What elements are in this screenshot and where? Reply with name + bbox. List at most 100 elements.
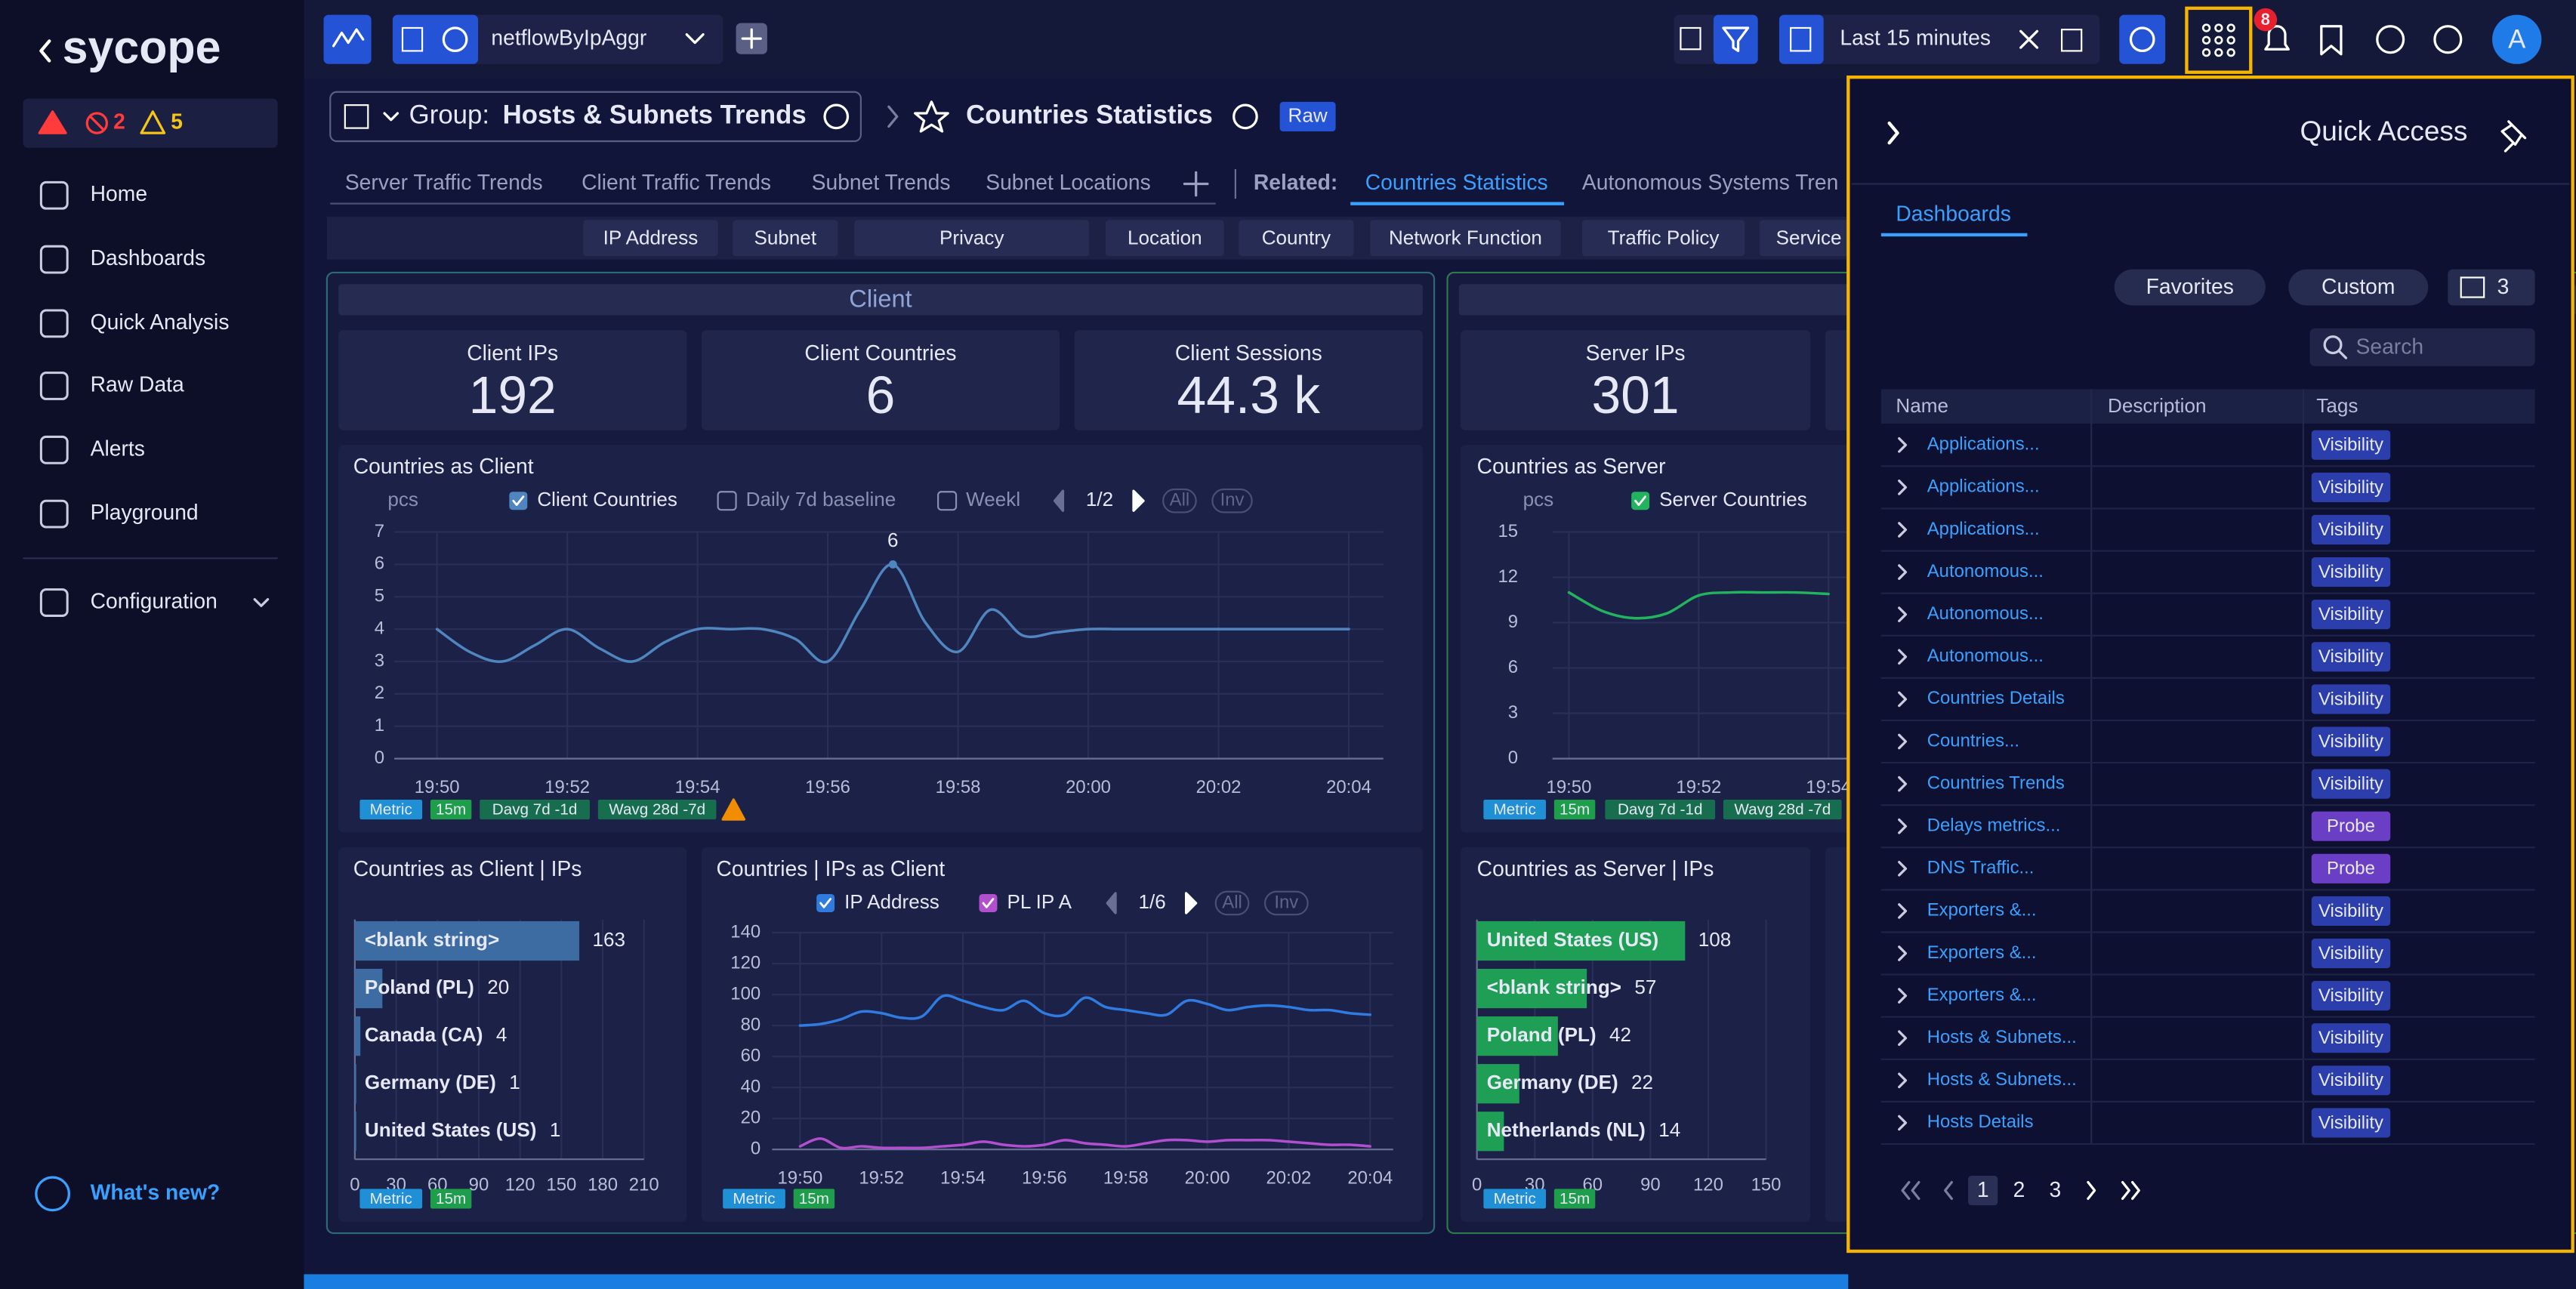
dashboard-link[interactable]: Autonomous...	[1927, 603, 2044, 624]
filter-button[interactable]	[2288, 269, 2429, 306]
dashboard-link[interactable]: Countries Trends	[1927, 772, 2065, 793]
avatar[interactable]	[2492, 14, 2542, 64]
dashboard-link[interactable]: Hosts Details	[1927, 1112, 2034, 1132]
last-page[interactable]	[2121, 1181, 2140, 1201]
clear-icon[interactable]	[2019, 29, 2039, 49]
panel-tab[interactable]: Dashboards	[1896, 201, 2010, 225]
filter-chip[interactable]	[1759, 220, 1859, 257]
control-pill[interactable]	[1214, 890, 1250, 916]
dashboard-link[interactable]: Exporters &...	[1927, 942, 2037, 963]
expand-icon[interactable]	[1898, 860, 1908, 877]
expand-icon[interactable]	[1898, 649, 1908, 665]
dashboard-link[interactable]: Delays metrics...	[1927, 816, 2061, 836]
legend-checkbox[interactable]	[979, 894, 998, 912]
nav-item[interactable]: Home	[91, 181, 147, 205]
refresh-button[interactable]	[2119, 14, 2166, 64]
pager-prev[interactable]	[1106, 892, 1117, 914]
legend-label[interactable]: Weekl	[966, 488, 1020, 510]
legend-label[interactable]: Daily 7d baseline	[746, 488, 896, 510]
close-panel[interactable]	[1887, 121, 1899, 145]
pin-icon[interactable]	[2500, 120, 2527, 153]
page-number[interactable]: 1	[1977, 1177, 1989, 1201]
dashboard-link[interactable]: Countries Details	[1927, 688, 2065, 708]
legend-label[interactable]: Server Countries	[1659, 488, 1807, 510]
filter-chip[interactable]	[1239, 220, 1354, 257]
dashboard-link[interactable]: Autonomous...	[1927, 646, 2044, 666]
filter-chip[interactable]	[854, 220, 1090, 257]
pager-prev[interactable]	[1053, 489, 1065, 512]
source-chevron[interactable]	[685, 33, 705, 45]
search-box[interactable]	[2309, 328, 2535, 366]
filter-chip[interactable]	[1581, 220, 1745, 257]
legend-checkbox[interactable]	[717, 491, 737, 511]
filter-chip[interactable]	[583, 220, 718, 257]
expand-icon[interactable]	[1898, 1030, 1908, 1047]
expand-icon[interactable]	[1898, 564, 1908, 580]
time-icon-button[interactable]	[1779, 14, 1824, 64]
dashboard-link[interactable]: Countries...	[1927, 730, 2019, 751]
tab[interactable]: Client Traffic Trends	[582, 170, 771, 194]
collapse-icon[interactable]	[39, 39, 51, 63]
pager-next[interactable]	[1132, 489, 1145, 512]
control-pill[interactable]	[1162, 488, 1197, 513]
control-pill[interactable]	[1263, 890, 1309, 916]
bell-icon[interactable]	[2264, 25, 2290, 51]
dashboard-link[interactable]: Exporters &...	[1927, 985, 2037, 1005]
related-tab[interactable]: Autonomous Systems Tren	[1582, 170, 1838, 194]
first-page[interactable]	[1901, 1181, 1920, 1201]
expand-icon[interactable]	[1898, 1072, 1908, 1089]
dashboard-link[interactable]: DNS Traffic...	[1927, 858, 2035, 878]
legend-label[interactable]: Client Countries	[537, 488, 677, 510]
tab[interactable]: Subnet Locations	[986, 170, 1150, 194]
expand-icon[interactable]	[1898, 903, 1908, 919]
dashboard-link[interactable]: Applications...	[1927, 434, 2040, 455]
tab[interactable]: Subnet Trends	[812, 170, 951, 194]
star-icon[interactable]	[914, 100, 949, 133]
whats-new[interactable]: What's new?	[91, 1180, 221, 1204]
control-pill[interactable]	[1211, 488, 1253, 513]
nav-item[interactable]: Dashboards	[91, 245, 205, 270]
dashboard-link[interactable]: Autonomous...	[1927, 561, 2044, 581]
legend-checkbox[interactable]	[816, 894, 835, 912]
expand-icon[interactable]	[1898, 522, 1908, 538]
filter-chip[interactable]	[1370, 220, 1561, 257]
filter-chip[interactable]	[733, 220, 838, 257]
pager-next[interactable]	[1184, 892, 1198, 914]
legend-label[interactable]: PL IP A	[1007, 890, 1072, 913]
legend-checkbox[interactable]	[937, 491, 958, 511]
filter-button[interactable]	[2114, 269, 2266, 306]
bookmark-icon[interactable]	[2320, 25, 2343, 56]
filter-chip[interactable]	[1106, 220, 1224, 257]
group-box[interactable]	[329, 91, 862, 143]
expand-icon[interactable]	[1898, 988, 1908, 1004]
dashboard-link[interactable]: Hosts & Subnets...	[1927, 1027, 2077, 1047]
page-number[interactable]: 2	[2013, 1177, 2025, 1201]
page-number[interactable]: 3	[2050, 1177, 2062, 1201]
source-icons[interactable]	[392, 14, 479, 64]
legend-checkbox[interactable]	[509, 492, 528, 510]
legend-label[interactable]: IP Address	[844, 890, 939, 913]
expand-icon[interactable]	[1898, 606, 1908, 623]
prev-page[interactable]	[1944, 1181, 1953, 1201]
expand-icon[interactable]	[1898, 818, 1908, 834]
nav-item[interactable]: Quick Analysis	[91, 310, 230, 334]
tab[interactable]: Server Traffic Trends	[345, 170, 543, 194]
expand-icon[interactable]	[1898, 436, 1908, 453]
nav-item[interactable]: Playground	[91, 500, 199, 524]
expand-icon[interactable]	[1898, 776, 1908, 792]
related-tab[interactable]: Countries Statistics	[1365, 170, 1548, 194]
help-icon[interactable]	[2433, 25, 2463, 54]
dashboard-link[interactable]: Hosts & Subnets...	[1927, 1069, 2077, 1090]
settings-icon[interactable]	[2376, 25, 2405, 54]
expand-icon[interactable]	[1898, 1115, 1908, 1131]
alerts-box[interactable]	[23, 98, 278, 148]
legend-checkbox[interactable]	[1631, 492, 1650, 510]
expand-icon[interactable]	[1898, 480, 1908, 495]
nav-item[interactable]: Configuration	[91, 589, 217, 613]
save-time-icon[interactable]	[2061, 29, 2083, 52]
next-page[interactable]	[2087, 1181, 2096, 1201]
nav-item[interactable]: Alerts	[91, 436, 145, 460]
expand-icon[interactable]	[1898, 691, 1908, 708]
dashboard-link[interactable]: Applications...	[1927, 476, 2040, 497]
expand-icon[interactable]	[1898, 733, 1908, 750]
